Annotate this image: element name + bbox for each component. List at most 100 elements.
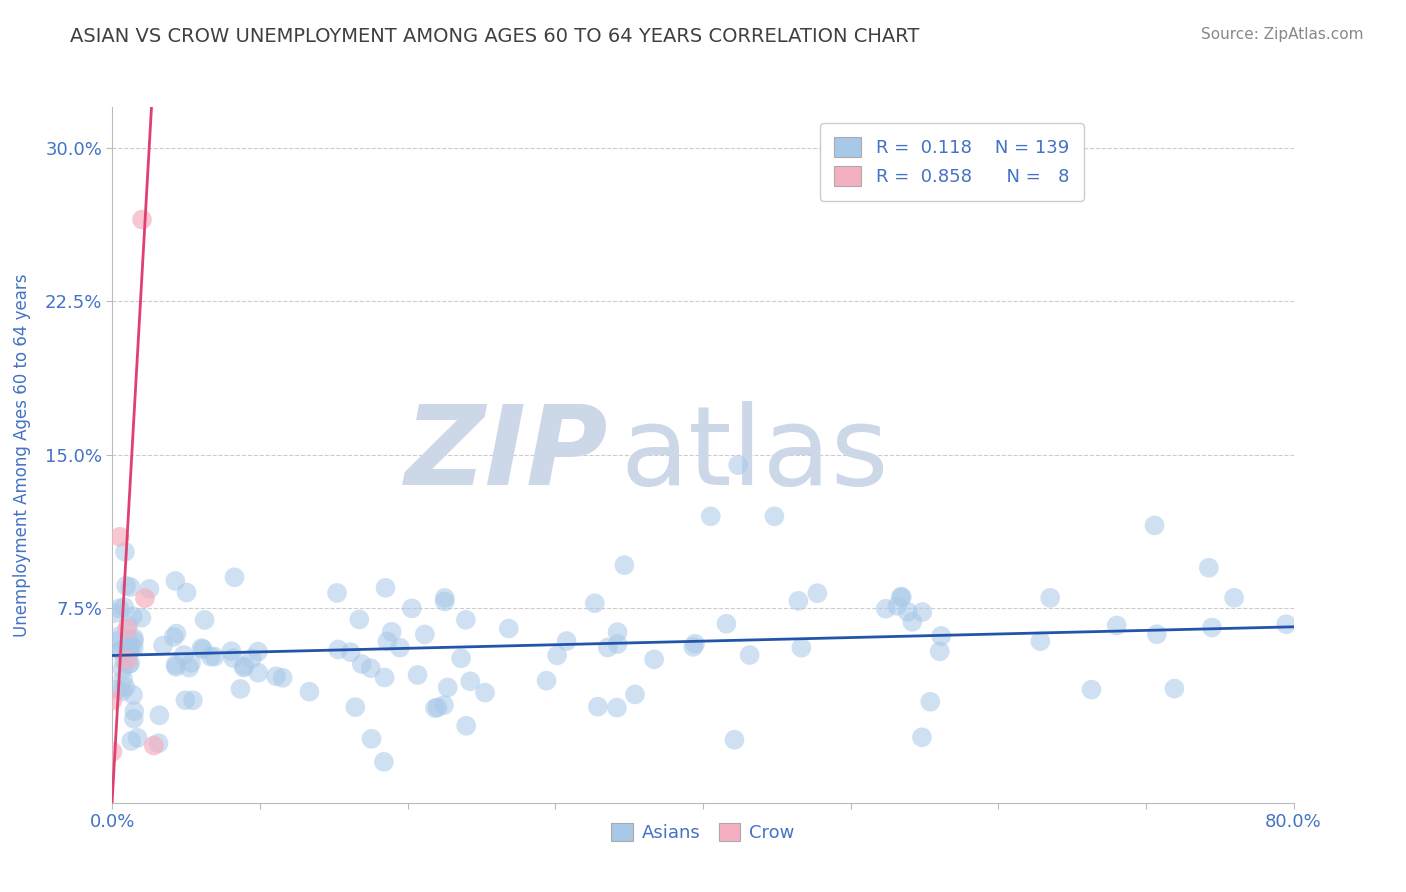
Point [224,570,246,584]
Point [1039,591,1062,605]
Point [138,582,160,596]
Point [180,656,202,670]
Point [134,591,156,606]
Point [413,627,436,641]
Point [165,657,187,672]
Point [546,648,568,663]
Point [928,644,950,658]
Point [115,645,138,659]
Point [1201,620,1223,634]
Point [107,682,129,697]
Point [122,712,145,726]
Point [727,458,749,472]
Point [360,731,382,746]
Point [112,600,135,615]
Point [374,671,396,685]
Point [117,618,139,632]
Point [191,642,214,657]
Point [122,704,145,718]
Point [1029,634,1052,648]
Point [110,644,132,658]
Point [1080,682,1102,697]
Point [1146,627,1168,641]
Point [232,660,254,674]
Point [114,681,136,695]
Point [101,693,124,707]
Point [120,657,142,671]
Point [536,673,558,688]
Point [221,644,243,658]
Point [121,609,143,624]
Legend: Asians, Crow: Asians, Crow [605,815,801,849]
Point [152,639,174,653]
Point [1105,618,1128,632]
Point [120,734,142,748]
Point [643,652,665,666]
Point [682,640,704,654]
Point [929,629,952,643]
Point [401,601,423,615]
Point [229,681,252,696]
Point [890,590,912,604]
Point [108,601,131,615]
Point [450,651,472,665]
Point [1198,560,1220,574]
Point [787,594,810,608]
Point [700,509,723,524]
Point [790,640,813,655]
Point [142,739,165,753]
Point [166,626,188,640]
Point [107,633,129,648]
Text: atlas: atlas [620,401,889,508]
Point [806,586,828,600]
Point [716,616,738,631]
Point [115,579,138,593]
Point [222,651,245,665]
Point [433,698,456,712]
Point [328,642,350,657]
Point [454,613,477,627]
Point [179,660,201,674]
Point [606,625,628,640]
Point [240,651,263,665]
Point [1223,591,1246,605]
Point [897,605,920,619]
Point [165,660,187,674]
Point [349,612,371,626]
Point [555,634,578,648]
Point [350,657,373,672]
Point [101,745,124,759]
Point [426,700,449,714]
Point [606,700,628,714]
Point [200,649,222,664]
Point [406,668,429,682]
Point [298,684,321,698]
Point [122,633,145,648]
Point [148,708,170,723]
Point [233,659,256,673]
Point [436,681,458,695]
Point [264,669,287,683]
Point [901,615,924,629]
Point [374,581,396,595]
Text: ZIP: ZIP [405,401,609,508]
Point [112,673,135,687]
Point [122,688,145,702]
Point [118,644,141,658]
Point [474,685,496,699]
Point [738,648,761,662]
Point [204,649,226,664]
Point [111,684,134,698]
Point [606,637,628,651]
Point [1163,681,1185,696]
Point [1143,518,1166,533]
Point [875,601,897,615]
Point [112,654,135,668]
Point [911,605,934,619]
Point [194,613,217,627]
Point [120,580,142,594]
Point [122,640,145,655]
Point [127,731,149,745]
Point [120,640,142,655]
Point [176,585,198,599]
